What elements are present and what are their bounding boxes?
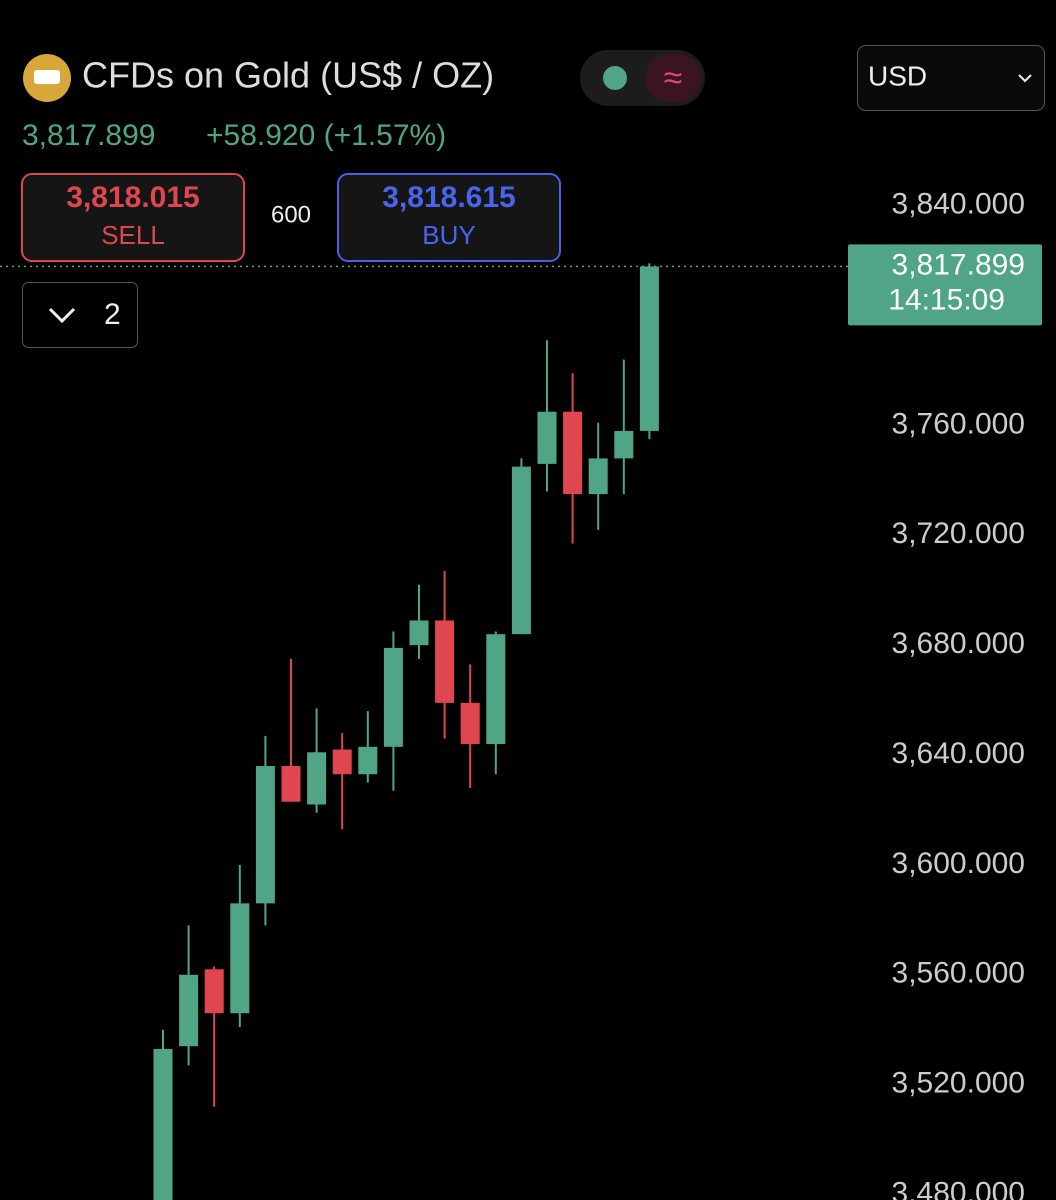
- candle-body: [358, 746, 378, 775]
- sell-price: 3,818.015: [66, 181, 199, 214]
- spread: 600: [271, 201, 311, 228]
- y-tick-label: 3,680.000: [892, 627, 1025, 660]
- sell-label: SELL: [101, 220, 165, 250]
- wave-icon: ≈: [664, 59, 683, 97]
- y-tick-label: 3,720.000: [892, 517, 1025, 550]
- select-chevron: [1018, 74, 1032, 83]
- buy-price: 3,818.615: [382, 181, 515, 214]
- candle-body: [332, 749, 352, 775]
- candle-body: [409, 620, 429, 646]
- candle-body: [153, 1048, 173, 1200]
- candle-body: [204, 969, 224, 1014]
- candle-body: [563, 411, 583, 495]
- status-dot: [603, 66, 627, 90]
- candle-body: [281, 766, 301, 802]
- currency-select[interactable]: [857, 45, 1045, 111]
- y-tick-label: 3,520.000: [892, 1067, 1025, 1100]
- plot-area: [153, 263, 659, 1200]
- wave-badge: [645, 54, 701, 102]
- y-tick-label: 3,480.000: [892, 1176, 1025, 1200]
- candle-body: [460, 702, 480, 745]
- indicator-toggle[interactable]: [22, 282, 138, 348]
- y-tick-label: 3,600.000: [892, 847, 1025, 880]
- price: 3,817.899: [22, 119, 155, 152]
- gold-bar-icon: [34, 70, 60, 84]
- candle-body: [255, 766, 275, 904]
- candle-body: [537, 411, 557, 464]
- buy-button[interactable]: [337, 173, 561, 262]
- y-tick-label: 3,760.000: [892, 407, 1025, 440]
- buy-label: BUY: [422, 220, 475, 250]
- price-change: +58.920 (+1.57%): [206, 119, 446, 152]
- candle-body: [307, 752, 327, 805]
- last-price-tag: [848, 244, 1042, 326]
- y-tick-label: 3,560.000: [892, 957, 1025, 990]
- indicator-count: 2: [104, 298, 121, 331]
- candle-body: [511, 466, 531, 635]
- candle-body: [230, 903, 250, 1014]
- currency: USD: [868, 60, 927, 91]
- candle-body: [614, 430, 634, 459]
- indicator-chevron: [48, 307, 76, 324]
- sell-button[interactable]: [21, 173, 245, 262]
- candle-body: [383, 647, 403, 747]
- candle-body: [486, 634, 506, 745]
- candle-body: [639, 266, 659, 431]
- last-time-label: 14:15:09: [888, 283, 1005, 316]
- title: CFDs on Gold (US$ / OZ): [82, 55, 494, 96]
- candle-body: [588, 458, 608, 495]
- candle-body: [179, 974, 199, 1047]
- candle-body: [435, 620, 455, 703]
- y-tick-label: 3,840.000: [892, 188, 1025, 221]
- last-price-label: 3,817.899: [892, 248, 1025, 281]
- y-tick-label: 3,640.000: [892, 737, 1025, 770]
